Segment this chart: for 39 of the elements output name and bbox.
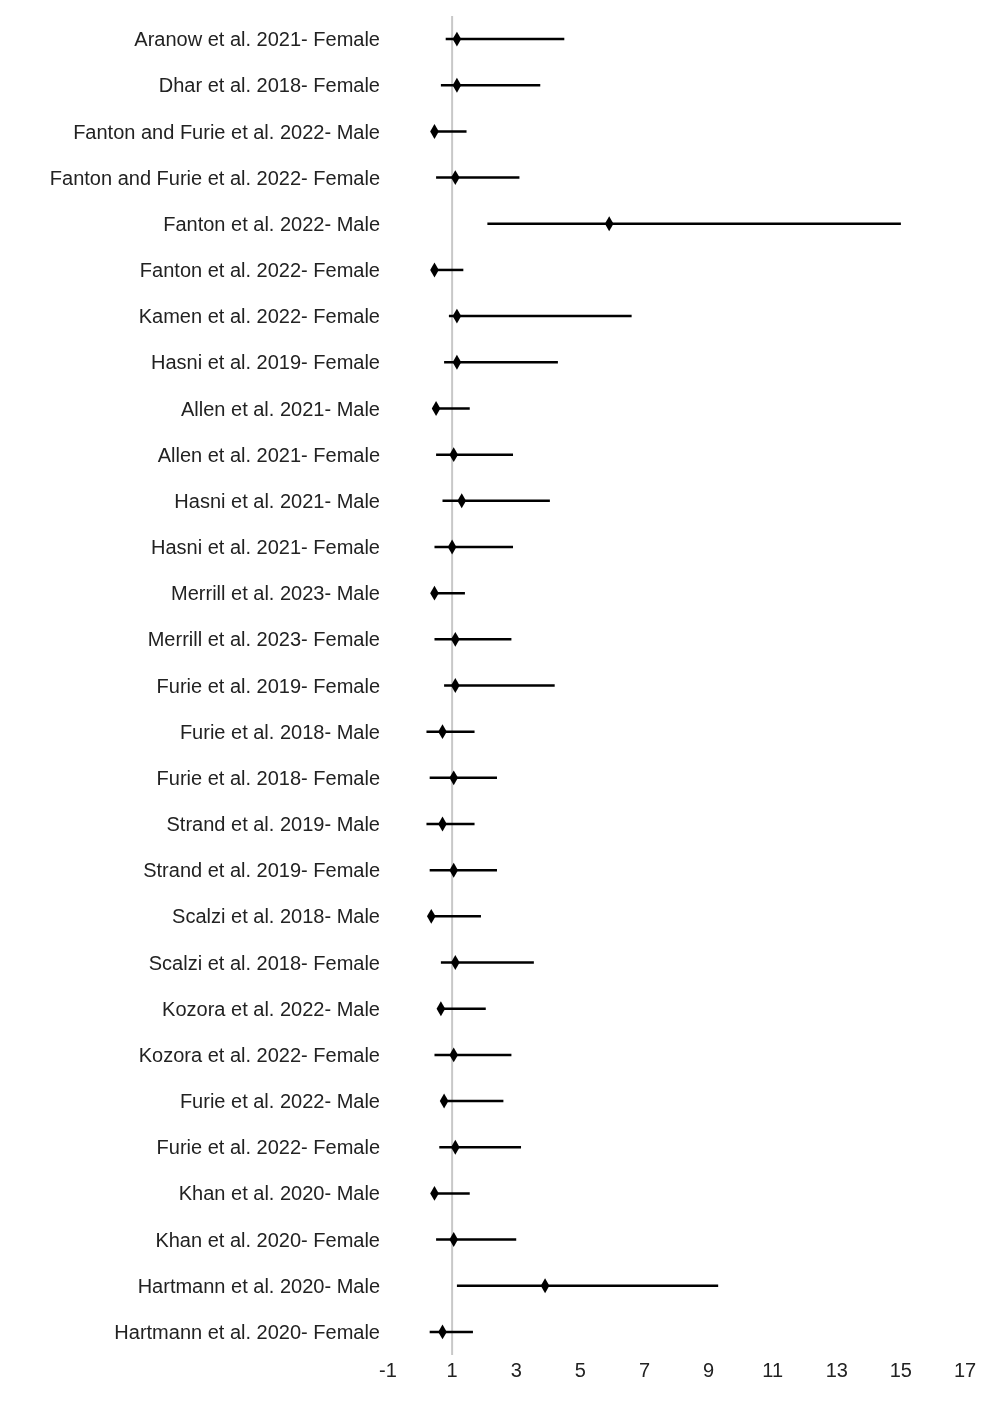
y-tick-label: Kozora et al. 2022- Male	[162, 997, 380, 1020]
x-tick-label: 3	[510, 1359, 522, 1382]
y-tick-label: Hartmann et al. 2020- Male	[137, 1274, 380, 1297]
y-tick-label: Scalzi et al. 2018- Male	[172, 905, 380, 928]
y-tick-label: Fanton et al. 2022- Female	[139, 259, 380, 282]
y-tick-label: Khan et al. 2020- Male	[178, 1182, 380, 1205]
y-tick-label: Fanton and Furie et al. 2022- Male	[73, 120, 380, 143]
y-tick-label: Furie et al. 2022- Male	[179, 1090, 380, 1113]
x-tick-label: 9	[702, 1359, 715, 1382]
y-tick-label: Allen et al. 2021- Male	[180, 397, 380, 420]
y-tick-label: Kozora et al. 2022- Female	[138, 1043, 380, 1066]
y-tick-label: Fanton et al. 2022- Male	[163, 212, 380, 235]
y-tick-label: Furie et al. 2022- Female	[156, 1136, 380, 1159]
y-tick-label: Scalzi et al. 2018- Female	[148, 951, 380, 974]
y-tick-label: Aranow et al. 2021- Female	[134, 28, 380, 51]
y-tick-label: Strand et al. 2019- Female	[143, 859, 380, 882]
x-tick-label: 5	[574, 1359, 586, 1382]
x-tick-label: 13	[825, 1359, 848, 1382]
x-tick-label: 11	[762, 1359, 784, 1382]
x-tick-label: -1	[379, 1359, 397, 1382]
y-tick-label: Furie et al. 2019- Female	[156, 674, 380, 697]
y-tick-label: Furie et al. 2018- Male	[179, 720, 380, 743]
x-tick-label: 1	[446, 1359, 458, 1382]
x-tick-label: 7	[638, 1359, 651, 1382]
x-tick-label: 17	[953, 1359, 977, 1382]
y-tick-label: Allen et al. 2021- Female	[157, 443, 380, 466]
y-tick-label: Merrill et al. 2023- Male	[171, 582, 380, 605]
y-tick-label: Hasni et al. 2021- Female	[150, 536, 380, 559]
y-tick-label: Dhar et al. 2018- Female	[158, 74, 380, 97]
y-tick-label: Kamen et al. 2022- Female	[138, 305, 380, 328]
x-tick-label: 15	[889, 1359, 913, 1382]
y-tick-label: Hasni et al. 2019- Female	[150, 351, 380, 374]
y-tick-label: Khan et al. 2020- Female	[155, 1228, 380, 1251]
y-tick-label: Merrill et al. 2023- Female	[147, 628, 380, 651]
y-tick-label: Fanton and Furie et al. 2022- Female	[49, 166, 380, 189]
y-tick-label: Hasni et al. 2021- Male	[174, 489, 380, 512]
y-tick-label: Strand et al. 2019- Male	[166, 813, 380, 836]
y-tick-label: Hartmann et al. 2020- Female	[114, 1321, 380, 1344]
y-tick-label: Furie et al. 2018- Female	[156, 766, 380, 789]
